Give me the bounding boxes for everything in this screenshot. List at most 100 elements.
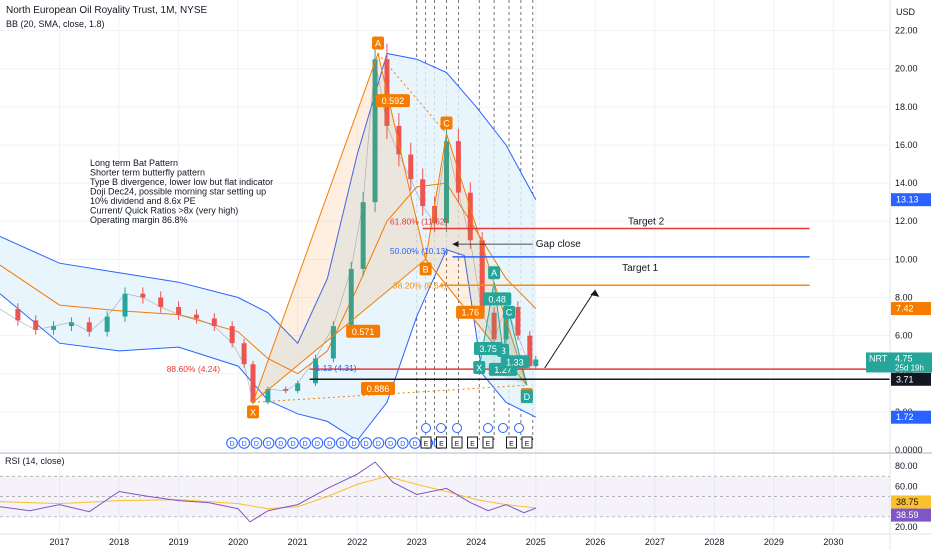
dividend-marker-text-13: D: [388, 441, 393, 448]
price-tick-12.00: 12.00: [895, 216, 918, 226]
price-badge-3.71-bg: [891, 372, 931, 386]
grid: [0, 0, 890, 534]
earnings-marker-3: [467, 436, 478, 449]
candle-body-13: [229, 326, 235, 344]
price-badge-1.72: 1.72: [896, 412, 914, 422]
inner-ratio-4: 1.33: [506, 357, 524, 367]
point-a: A: [375, 38, 381, 48]
dividend-marker-upper-0: [421, 423, 431, 433]
rsi-badge-38.59: 38.59: [896, 510, 919, 520]
dividend-marker-text-15: D: [412, 441, 417, 448]
candle-body-29: [443, 141, 449, 224]
point-a-bg: [372, 36, 385, 50]
x-tick-2017: 2017: [50, 537, 70, 547]
x-tick-2018: 2018: [109, 537, 129, 547]
candle-body-1: [15, 308, 21, 321]
rsi-tick-80.00: 80.00: [895, 461, 918, 471]
current-price-bg: [866, 352, 932, 373]
candle-body-18: [295, 383, 301, 391]
dividend-marker-text-4: D: [278, 441, 283, 448]
x-tick-2030: 2030: [823, 537, 843, 547]
indicator-label: BB (20, SMA, close, 1.8): [6, 19, 105, 29]
dividend-marker-10: [348, 437, 360, 449]
point-c: C: [443, 119, 450, 129]
candle-body-30: [455, 141, 461, 193]
candle-body-7: [122, 293, 128, 317]
earnings-marker-4: [482, 436, 494, 449]
earnings-marker-6: [521, 436, 533, 449]
candle-body-27: [420, 179, 426, 206]
dividend-marker-2: [250, 437, 263, 449]
dividend-marker-text-6: D: [303, 441, 308, 448]
candle-body-33: [491, 312, 497, 340]
inner-x: X: [476, 363, 482, 373]
candle-body-12: [211, 318, 217, 327]
x-tick-2025: 2025: [526, 537, 546, 547]
dividend-marker-text-11: D: [364, 441, 369, 448]
rsi-line: [0, 461, 536, 523]
x-tick-2021: 2021: [288, 537, 308, 547]
inner-a: A: [491, 268, 497, 278]
pattern-bd-dotted: [425, 259, 528, 386]
earnings-marker-text-4: E: [486, 441, 491, 448]
point-c-bg: [440, 116, 453, 130]
inner-a-bg: [488, 266, 501, 280]
earnings-marker-text-6: E: [525, 441, 530, 448]
x-tick-2023: 2023: [407, 537, 427, 547]
price-tick-6.00: 6.00: [895, 331, 913, 341]
inner-ratio-5: 1.76: [462, 308, 480, 318]
dividend-marker-11: [360, 437, 373, 449]
price-badge-7.42-bg: [891, 302, 931, 316]
ratio-0886: 0.886: [367, 384, 390, 394]
x-tick-2022: 2022: [347, 537, 367, 547]
ratio-0571: 0.571: [352, 327, 375, 337]
note-line-3: Doji Dec24, possible morning star settin…: [90, 187, 266, 197]
dividend-marker-7: [311, 437, 324, 449]
price-tick-10.00: 10.00: [895, 254, 918, 264]
inner-c: C: [506, 308, 513, 318]
note-line-1: Shorter term butterfly pattern: [90, 168, 205, 178]
x-tick-2024: 2024: [466, 537, 486, 547]
price-badge-3.71: 3.71: [896, 374, 914, 384]
pattern-xd-dotted: [252, 384, 527, 403]
inner-x-bg: [473, 361, 486, 375]
candle-body-10: [176, 307, 182, 315]
price-tick-8.00: 8.00: [895, 292, 913, 302]
inner-ratio-2: 3.75: [479, 344, 497, 354]
dividend-marker-upper-1: [436, 423, 446, 433]
candle-body-3: [51, 326, 57, 330]
price-tick-22.00: 22.00: [895, 26, 918, 36]
price-levels: Target 2 Gap close Target 1: [309, 216, 890, 381]
note-line-4: 10% dividend and 8.6x PE: [90, 196, 196, 206]
candle-body-28: [432, 205, 438, 224]
close-line: [0, 59, 537, 403]
candle-body-23: [372, 59, 378, 203]
x-tick-2026: 2026: [585, 537, 605, 547]
fib-500-label: 50.00% (10.13): [390, 246, 448, 256]
candle-body-32: [479, 240, 485, 313]
price-badge-13.13-bg: [891, 193, 931, 207]
earnings-marker-1: [436, 436, 447, 449]
candle-body-36: [527, 335, 533, 367]
bb-upper-line: [0, 52, 537, 345]
price-tick-20.00: 20.00: [895, 64, 918, 74]
candle-body-34: [503, 307, 509, 340]
target-1-arrowhead: [590, 289, 600, 297]
dividend-marker-5: [287, 437, 299, 449]
dividend-marker-text-5: D: [290, 441, 295, 448]
dividend-marker-text-7: D: [315, 441, 320, 448]
dividend-marker-text-2: D: [254, 441, 259, 448]
point-x-bg: [247, 405, 260, 419]
current-price: 4.75: [895, 353, 913, 363]
dividend-marker-upper-3: [483, 423, 493, 433]
candle-body-19: [313, 358, 319, 384]
price-tick-16.00: 16.00: [895, 140, 918, 150]
price-tick-14.00: 14.00: [895, 178, 918, 188]
inner-ratio-3: 1.27: [494, 365, 512, 375]
rsi-badge-38.75-bg: [891, 495, 931, 509]
target-1-arrow: [544, 289, 596, 369]
currency-label[interactable]: USD: [896, 7, 916, 17]
dividend-marker-text-12: D: [376, 441, 381, 448]
inner-d: D: [524, 392, 531, 402]
